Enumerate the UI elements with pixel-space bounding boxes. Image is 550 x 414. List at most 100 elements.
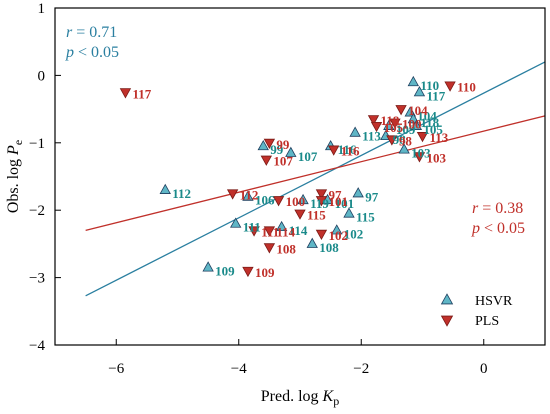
- pls-point-label: 116: [341, 144, 360, 159]
- x-tick-label: −2: [353, 361, 369, 377]
- legend-pls-marker: [440, 315, 454, 327]
- hsvr-point-label: 114: [289, 223, 308, 238]
- hsvr-point: [297, 193, 309, 205]
- x-tick-label: 0: [480, 361, 488, 377]
- pls-point: [242, 266, 254, 278]
- pls-point: [395, 105, 407, 116]
- hsvr-point: [202, 261, 214, 272]
- hsvr-point-label: 103: [411, 146, 431, 161]
- x-axis-title: Pred. log Kp: [261, 388, 339, 408]
- axis-ticks: [55, 7, 485, 346]
- y-tick-label: 1: [38, 1, 46, 17]
- hsvr-point-label: 116: [338, 142, 357, 157]
- pls-point: [226, 189, 239, 200]
- hsvr-point-label: 109: [215, 263, 235, 278]
- pls-point: [444, 81, 456, 92]
- hsvr-point-label: 98: [393, 132, 407, 147]
- pls-point: [389, 118, 401, 129]
- hsvr-r-text: r = 0.71: [66, 24, 117, 41]
- hsvr-fit-line: [85, 61, 546, 297]
- pls-point: [263, 226, 276, 237]
- hsvr-point: [352, 187, 364, 198]
- pls-point-label: 104: [408, 103, 428, 118]
- hsvr-point-label: 119: [310, 196, 329, 211]
- pls-point: [315, 189, 328, 200]
- hsvr-p-text: p < 0.05: [65, 44, 119, 61]
- pls-point-label: 113: [430, 130, 449, 145]
- fit-lines: [85, 61, 546, 297]
- hsvr-point: [407, 75, 419, 87]
- pls-point-label: 99: [276, 137, 290, 152]
- pls-point-label: 110: [457, 80, 476, 95]
- pls-point-label: 101: [328, 194, 348, 209]
- hsvr-point-label: 108: [319, 240, 339, 255]
- hsvr-point: [410, 119, 423, 130]
- hsvr-point: [275, 220, 288, 232]
- pls-point: [386, 135, 398, 146]
- pls-point: [370, 121, 383, 133]
- y-tick-label: −4: [29, 338, 45, 354]
- hsvr-point: [257, 139, 269, 151]
- legend-pls-label: PLS: [475, 314, 499, 329]
- hsvr-point-label: 118: [420, 115, 439, 130]
- hsvr-point-label: 117: [426, 88, 445, 103]
- pls-point-label: 115: [307, 208, 326, 223]
- pls-point-label: 100: [286, 194, 306, 209]
- y-tick-label: −3: [29, 271, 45, 287]
- pls-p-text: p < 0.05: [471, 220, 525, 237]
- pls-r-text: r = 0.38: [472, 200, 523, 217]
- hsvr-point-label: 99: [270, 142, 284, 157]
- pls-point-label: 100: [402, 117, 422, 132]
- hsvr-point-label: 109: [396, 122, 416, 137]
- pls-point: [119, 88, 132, 99]
- hsvr-point-label: 104: [417, 108, 437, 123]
- tick-labels: −6 −4 −2 0 1 0 −1 −2 −3 −4: [29, 1, 487, 377]
- hsvr-point-label: 113: [362, 129, 381, 144]
- pls-point: [263, 243, 276, 254]
- hsvr-point: [242, 190, 254, 201]
- plot-frame: [54, 7, 546, 346]
- hsvr-point: [398, 143, 410, 154]
- pls-point: [315, 196, 328, 207]
- pls-point-label: 109: [255, 265, 275, 280]
- stats-annotations: r = 0.71 p < 0.05 r = 0.38 p < 0.05: [65, 24, 525, 237]
- legend-hsvr-marker: [440, 293, 454, 305]
- hsvr-point: [407, 112, 419, 124]
- pls-point-label: 114: [276, 224, 295, 239]
- hsvr-point-label: 107: [298, 149, 318, 164]
- x-tick-label: −4: [231, 361, 247, 377]
- pls-point-label: 103: [426, 150, 446, 165]
- pls-point-label: 112: [240, 187, 259, 202]
- hsvr-point-label: 105: [423, 122, 443, 137]
- hsvr-point-label: 102: [344, 226, 364, 241]
- pls-point-label: 117: [132, 86, 151, 101]
- legend-hsvr-label: HSVR: [475, 294, 513, 309]
- pls-point: [315, 229, 328, 241]
- pls-fit-line: [85, 115, 546, 232]
- pls-point-label: 98: [399, 133, 413, 148]
- hsvr-point-label: 111: [243, 220, 261, 235]
- pls-point: [413, 152, 426, 163]
- legend: HSVR PLS: [440, 293, 513, 329]
- pls-point: [294, 209, 306, 220]
- hsvr-point: [343, 207, 355, 218]
- y-tick-label: 0: [38, 68, 46, 84]
- pls-point-label: 105: [384, 120, 404, 135]
- x-tick-label: −6: [108, 361, 124, 377]
- hsvr-point-label: 101: [335, 196, 355, 211]
- pls-point-label: 118: [381, 113, 400, 128]
- markers: [119, 75, 456, 278]
- hsvr-point-label: 115: [356, 210, 375, 225]
- pls-point-label: 107: [273, 154, 293, 169]
- pls-point: [367, 115, 380, 126]
- hsvr-point-label: 106: [255, 193, 275, 208]
- hsvr-point: [383, 119, 395, 130]
- pls-point: [328, 145, 340, 156]
- pls-point: [272, 196, 285, 207]
- hsvr-point-label: 97: [365, 189, 379, 204]
- hsvr-point-label: 110: [420, 78, 439, 93]
- hsvr-point: [230, 217, 242, 228]
- hsvr-point-label: 112: [172, 186, 191, 201]
